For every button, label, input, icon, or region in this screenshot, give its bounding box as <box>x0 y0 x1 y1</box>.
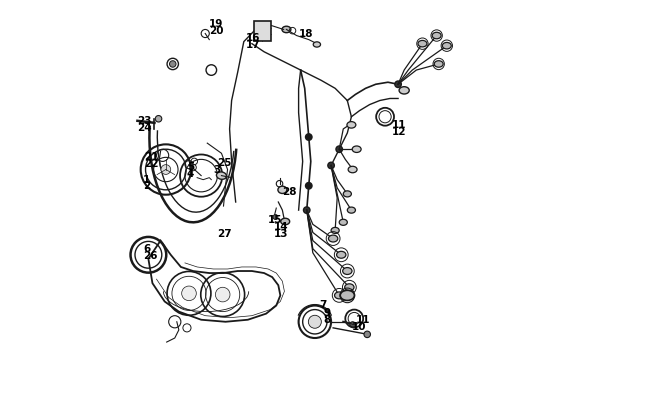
Ellipse shape <box>347 208 356 214</box>
Circle shape <box>161 165 171 175</box>
Ellipse shape <box>340 290 354 301</box>
Text: 10: 10 <box>352 321 367 331</box>
Text: 4: 4 <box>187 169 194 179</box>
Ellipse shape <box>352 147 361 153</box>
Ellipse shape <box>348 167 357 173</box>
Text: 8: 8 <box>324 314 331 324</box>
Ellipse shape <box>432 33 441 40</box>
Circle shape <box>395 82 401 88</box>
Text: 23: 23 <box>137 115 152 126</box>
Circle shape <box>336 147 343 153</box>
Ellipse shape <box>344 284 354 291</box>
Text: 24: 24 <box>137 122 152 132</box>
Text: 19: 19 <box>209 19 224 30</box>
Ellipse shape <box>328 235 338 242</box>
Text: 5: 5 <box>187 162 194 172</box>
Circle shape <box>215 288 230 302</box>
Text: 16: 16 <box>246 33 261 43</box>
Ellipse shape <box>278 187 287 194</box>
Ellipse shape <box>443 43 451 50</box>
Circle shape <box>306 183 312 190</box>
Circle shape <box>182 286 196 301</box>
Ellipse shape <box>216 173 226 180</box>
Ellipse shape <box>282 27 291 34</box>
Text: 6: 6 <box>143 243 150 253</box>
Ellipse shape <box>339 220 347 226</box>
Circle shape <box>155 116 162 123</box>
Ellipse shape <box>335 292 344 299</box>
Ellipse shape <box>281 219 290 225</box>
Circle shape <box>364 331 370 338</box>
Ellipse shape <box>434 62 443 68</box>
Circle shape <box>170 62 176 68</box>
Text: 13: 13 <box>274 229 289 239</box>
Circle shape <box>273 215 278 220</box>
Text: 7: 7 <box>320 300 327 310</box>
Text: 28: 28 <box>282 186 297 196</box>
Text: 2: 2 <box>143 181 150 191</box>
Ellipse shape <box>347 122 356 129</box>
Text: 27: 27 <box>217 229 232 239</box>
Ellipse shape <box>418 41 427 48</box>
Ellipse shape <box>331 228 339 234</box>
Text: 3: 3 <box>213 165 220 175</box>
Text: 11: 11 <box>356 314 370 324</box>
Circle shape <box>304 207 310 214</box>
Circle shape <box>328 163 334 169</box>
Text: 18: 18 <box>298 29 313 39</box>
Text: 17: 17 <box>246 40 261 50</box>
Circle shape <box>308 315 321 328</box>
Text: 21: 21 <box>144 152 159 162</box>
Ellipse shape <box>313 43 320 48</box>
Bar <box>254 22 271 42</box>
Ellipse shape <box>399 87 410 95</box>
Ellipse shape <box>337 252 346 259</box>
Ellipse shape <box>343 192 352 198</box>
Text: 1: 1 <box>143 174 150 184</box>
Text: 9: 9 <box>324 307 331 317</box>
Text: 11: 11 <box>392 119 406 130</box>
Text: 15: 15 <box>268 215 283 225</box>
Circle shape <box>306 134 312 141</box>
Text: 12: 12 <box>392 126 406 136</box>
Text: 14: 14 <box>274 222 289 232</box>
Circle shape <box>350 322 356 328</box>
Ellipse shape <box>343 268 352 275</box>
Text: 25: 25 <box>217 158 232 168</box>
Text: 22: 22 <box>144 159 159 169</box>
Text: 26: 26 <box>143 250 157 260</box>
Text: 20: 20 <box>209 26 224 36</box>
